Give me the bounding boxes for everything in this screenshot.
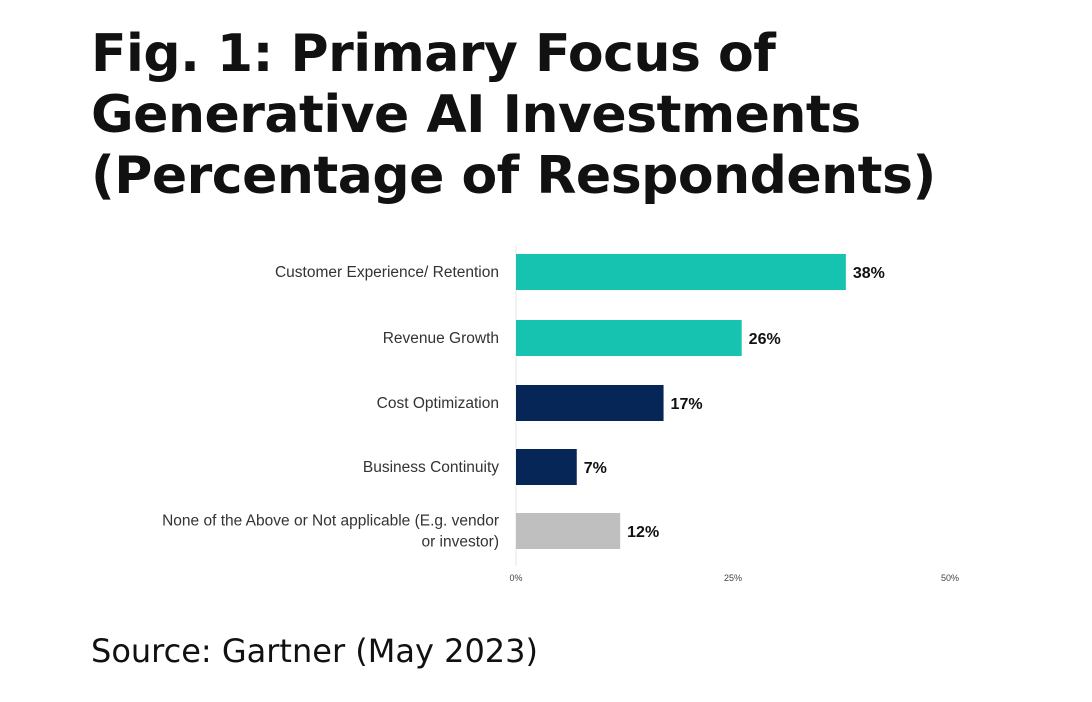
- bar: [516, 320, 742, 356]
- bar: [516, 513, 621, 549]
- x-tick-label: 0%: [509, 573, 522, 583]
- category-label: Revenue Growth: [383, 330, 499, 347]
- chart-title: Fig. 1: Primary Focus of Generative AI I…: [91, 24, 936, 206]
- data-label: 26%: [749, 331, 781, 348]
- category-label: Cost Optimization: [377, 395, 499, 412]
- category-label: Business Continuity: [363, 459, 499, 476]
- bar: [516, 385, 664, 421]
- category-label: or investor): [421, 534, 499, 551]
- source-note: Source: Gartner (May 2023): [91, 632, 538, 670]
- category-label: None of the Above or Not applicable (E.g…: [162, 513, 499, 530]
- data-label: 38%: [853, 265, 885, 282]
- data-label: 7%: [584, 460, 607, 477]
- x-tick-label: 25%: [724, 573, 742, 583]
- x-tick-label: 50%: [941, 573, 959, 583]
- category-label: Customer Experience/ Retention: [275, 264, 499, 281]
- bar: [516, 449, 577, 485]
- bar: [516, 254, 846, 290]
- data-label: 17%: [671, 396, 703, 413]
- data-label: 12%: [627, 524, 659, 541]
